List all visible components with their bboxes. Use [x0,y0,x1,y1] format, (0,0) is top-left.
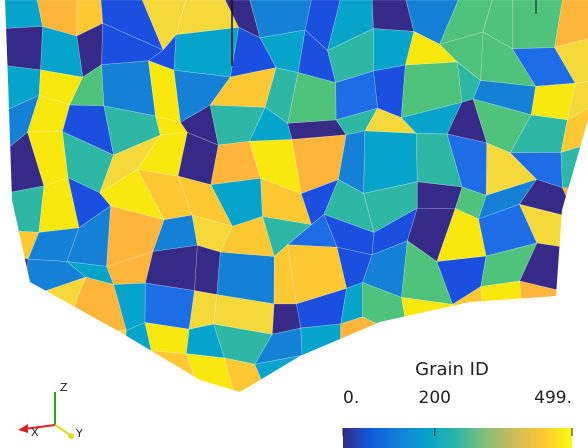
grain [560,319,588,378]
grain [360,351,408,392]
grain [554,35,588,84]
axes-triad: Z X Y [18,381,83,440]
x-label: X [31,426,39,439]
grain [63,330,127,378]
grain [5,355,50,392]
grain [559,246,588,300]
y-axis [54,424,71,436]
grain [144,282,195,330]
grain [5,0,44,29]
grain [64,366,123,392]
grain [561,187,588,220]
grain [5,276,32,334]
grain [559,204,588,252]
y-label: Y [75,427,83,440]
colorbar-tick-label: 0. [343,388,359,408]
grain [480,280,524,339]
x-axis [23,424,56,430]
z-label: Z [60,381,68,394]
colorbar-tick-label: 200 [419,388,451,408]
grain [5,185,45,233]
grain-block [5,0,588,392]
colorbar-tick-label: 499. [534,388,572,408]
grain [448,337,492,353]
grain [5,329,32,360]
grain [554,0,588,48]
grain [300,323,342,369]
grain [560,100,588,153]
grain [96,350,161,392]
grain [144,244,198,292]
colorbar: Grain ID 0. 200 499. [342,359,573,448]
grain [566,79,588,121]
grain [173,26,240,78]
grain [194,244,221,295]
colorbar-gradient [343,428,572,448]
grain [5,250,29,299]
x-arrow [18,424,28,433]
grain [512,314,575,369]
grain [401,297,458,340]
grain [5,26,43,71]
grain [511,0,563,50]
y-arrow [68,433,74,439]
grain [573,294,588,324]
grain [23,329,71,378]
colorbar-title: Grain ID [415,359,489,380]
grain [362,316,410,364]
grain [485,314,524,359]
